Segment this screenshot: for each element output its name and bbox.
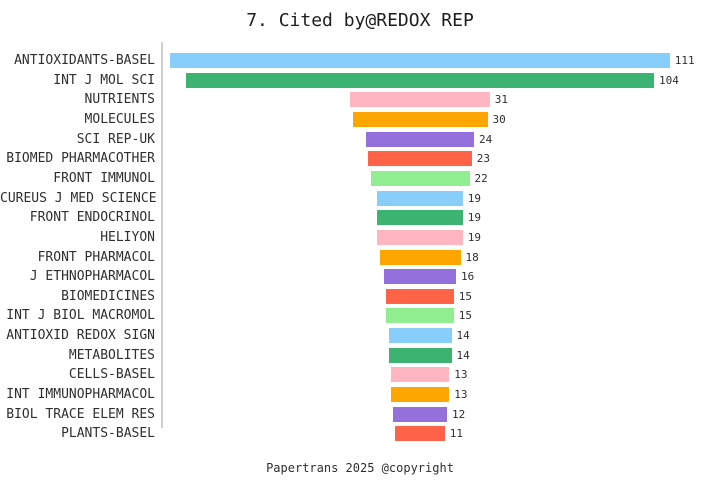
category-label: NUTRIENTS bbox=[84, 92, 155, 108]
bar-row: CELLS-BASEL 13 bbox=[0, 367, 720, 383]
value-label: 111 bbox=[674, 54, 695, 67]
value-label: 31 bbox=[494, 93, 508, 107]
bar-row: HELIYON 19 bbox=[0, 229, 720, 245]
value-label: 11 bbox=[449, 427, 463, 441]
bar bbox=[377, 190, 463, 206]
bar bbox=[370, 170, 470, 186]
category-label: PLANTS-BASEL bbox=[61, 426, 155, 442]
value-label: 12 bbox=[452, 407, 466, 421]
bar-row: INT IMMUNOPHARMACOL 13 bbox=[0, 387, 720, 403]
chart-title: 7. Cited by@REDOX REP bbox=[246, 10, 474, 31]
bar bbox=[352, 111, 488, 127]
bar bbox=[388, 328, 452, 344]
bar-row: PLANTS-BASEL 11 bbox=[0, 426, 720, 442]
bar bbox=[386, 288, 454, 304]
value-label: 15 bbox=[458, 309, 472, 323]
value-label: 19 bbox=[467, 230, 481, 244]
bar bbox=[388, 347, 452, 363]
category-label: INT J MOL SCI bbox=[53, 72, 155, 88]
bar-row: ANTIOXID REDOX SIGN 14 bbox=[0, 328, 720, 344]
category-label: FRONT IMMUNOL bbox=[53, 170, 155, 186]
category-label: BIOL TRACE ELEM RES bbox=[6, 406, 155, 422]
bar-row: FRONT PHARMACOL 18 bbox=[0, 249, 720, 265]
bar-row: SCI REP-UK 24 bbox=[0, 131, 720, 147]
category-label: FRONT PHARMACOL bbox=[37, 249, 155, 265]
bar bbox=[390, 367, 450, 383]
bar-row: J ETHNOPHARMACOL 16 bbox=[0, 269, 720, 285]
category-label: INT J BIOL MACROMOL bbox=[6, 308, 155, 324]
bar-row: FRONT IMMUNOL 22 bbox=[0, 170, 720, 186]
category-label: CUREUS J MED SCIENCE bbox=[0, 190, 157, 206]
bar-row: ANTIOXIDANTS-BASEL 111 bbox=[0, 53, 720, 68]
copyright-text: Papertrans 2025 @copyright bbox=[266, 461, 454, 475]
category-label: INT IMMUNOPHARMACOL bbox=[6, 387, 155, 403]
value-label: 14 bbox=[456, 348, 470, 362]
value-label: 24 bbox=[479, 132, 493, 146]
value-label: 13 bbox=[454, 368, 468, 382]
bar bbox=[390, 387, 450, 403]
value-label: 19 bbox=[467, 191, 481, 205]
category-label: SCI REP-UK bbox=[76, 131, 155, 147]
bar-row: BIOL TRACE ELEM RES 12 bbox=[0, 406, 720, 422]
y-axis-line bbox=[161, 42, 163, 428]
bar-row: BIOMED PHARMACOTHER 23 bbox=[0, 151, 720, 167]
value-label: 22 bbox=[474, 171, 488, 185]
value-label: 13 bbox=[454, 388, 468, 402]
bar-row: INT J MOL SCI 104 bbox=[0, 72, 720, 88]
category-label: ANTIOXID REDOX SIGN bbox=[6, 328, 155, 344]
bar bbox=[386, 308, 454, 324]
bar-row: CUREUS J MED SCIENCE 19 bbox=[0, 190, 720, 206]
category-label: MOLECULES bbox=[84, 111, 155, 127]
bar bbox=[377, 210, 463, 226]
category-label: HELIYON bbox=[100, 229, 155, 245]
value-label: 14 bbox=[456, 329, 470, 343]
bar-row: BIOMEDICINES 15 bbox=[0, 288, 720, 304]
value-label: 104 bbox=[659, 73, 679, 87]
bar bbox=[379, 249, 461, 265]
bar-row: INT J BIOL MACROMOL 15 bbox=[0, 308, 720, 324]
bar-row: MOLECULES 30 bbox=[0, 111, 720, 127]
bar-row: METABOLITES 14 bbox=[0, 347, 720, 363]
bar-row: FRONT ENDOCRINOL 19 bbox=[0, 210, 720, 226]
category-label: BIOMED PHARMACOTHER bbox=[6, 151, 155, 167]
category-label: BIOMEDICINES bbox=[61, 288, 155, 304]
bar bbox=[377, 229, 463, 245]
bar bbox=[384, 269, 456, 285]
category-label: J ETHNOPHARMACOL bbox=[29, 269, 155, 285]
value-label: 19 bbox=[467, 211, 481, 225]
bar bbox=[170, 53, 670, 68]
value-label: 23 bbox=[476, 152, 490, 166]
category-label: FRONT ENDOCRINOL bbox=[29, 210, 155, 226]
bar bbox=[368, 151, 472, 167]
value-label: 30 bbox=[492, 112, 506, 126]
bar bbox=[186, 72, 654, 88]
category-label: METABOLITES bbox=[68, 347, 155, 363]
bar bbox=[395, 426, 445, 442]
bar-row: NUTRIENTS 31 bbox=[0, 92, 720, 108]
value-label: 15 bbox=[458, 289, 472, 303]
bar bbox=[366, 131, 474, 147]
category-label: CELLS-BASEL bbox=[68, 367, 155, 383]
value-label: 18 bbox=[465, 250, 479, 264]
category-label: ANTIOXIDANTS-BASEL bbox=[14, 53, 155, 68]
value-label: 16 bbox=[461, 270, 475, 284]
bar bbox=[393, 406, 447, 422]
bar bbox=[350, 92, 490, 108]
